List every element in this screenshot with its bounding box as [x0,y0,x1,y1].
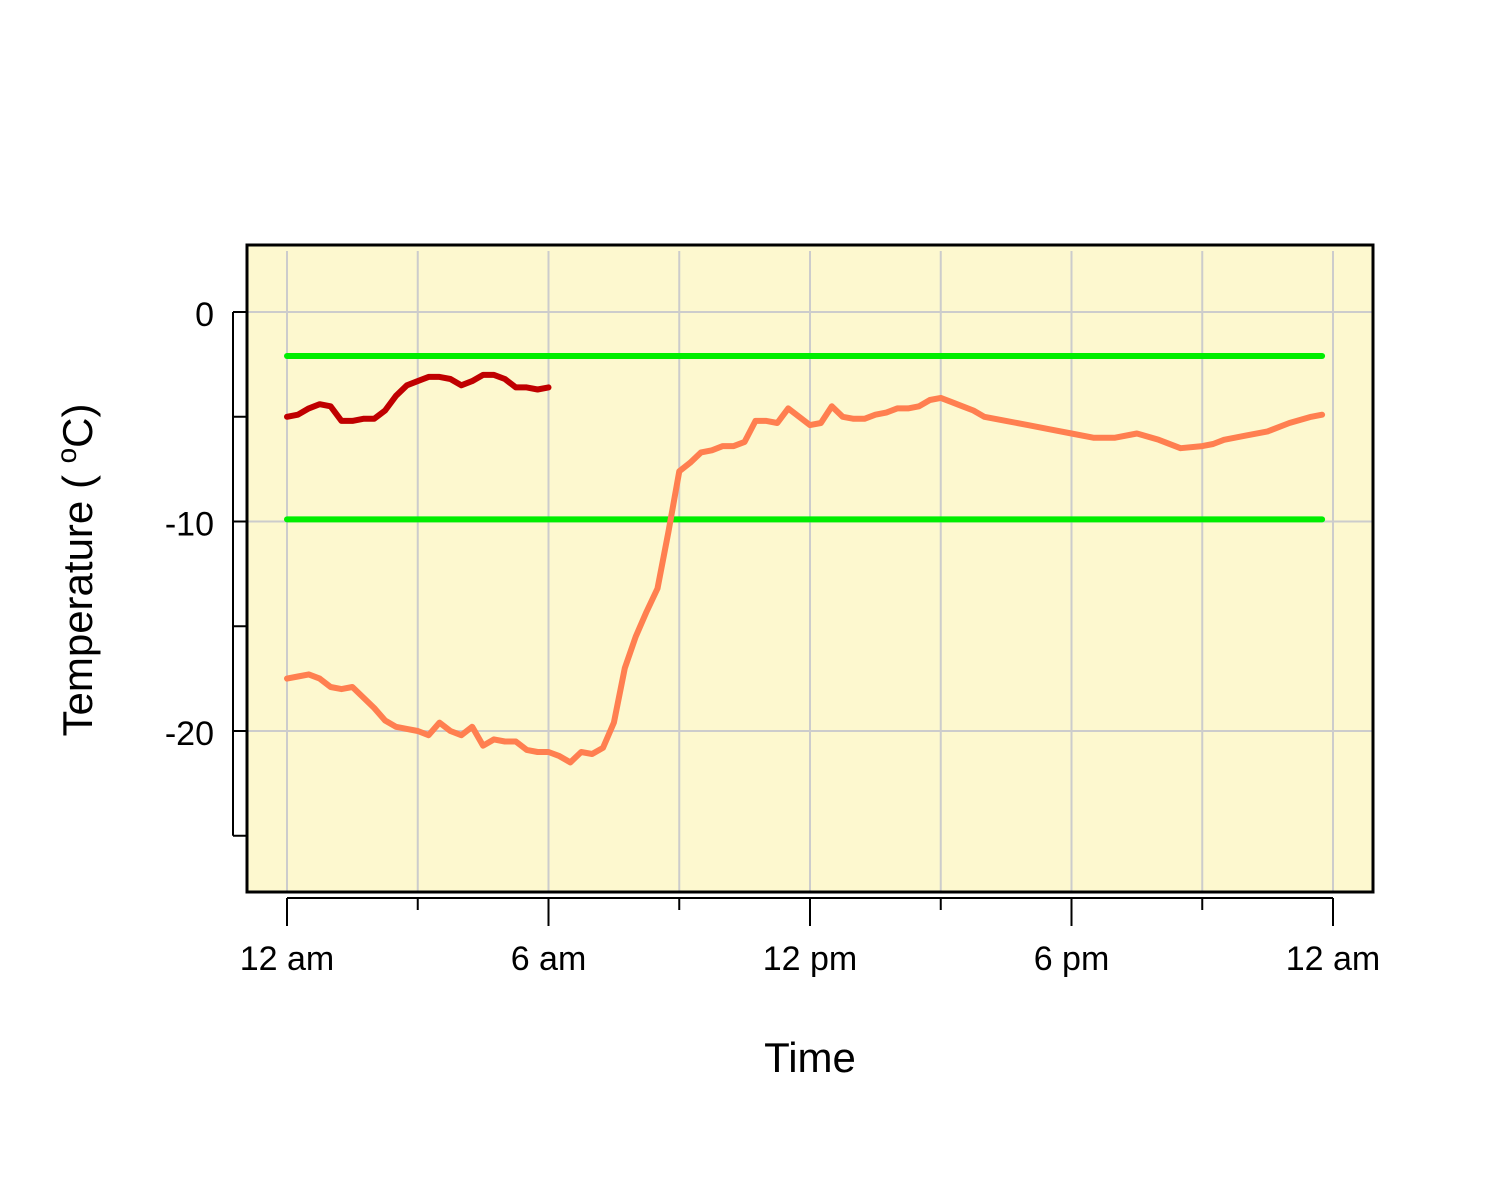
y-axis-title-unit: C) [54,403,101,447]
series-line-3 [284,371,552,424]
x-axis: 12 am 6 am 12 pm 6 pm 12 am [240,897,1381,978]
series-line-4 [284,394,1326,766]
y-axis-title: Temperature ( oC) [51,403,101,736]
y-axis-title-text: Temperature ( [54,463,101,736]
y-tick-label-0: 0 [195,296,214,334]
y-tick-label-2: -10 [165,506,214,544]
y-axis-title-degree: o [51,448,82,464]
y-axis: 0 -10 -20 [165,296,247,837]
x-tick-label-8: 12 am [1286,940,1381,978]
x-axis-title: Time [764,1034,856,1081]
x-tick-label-4: 12 pm [763,940,858,978]
y-tick-label-4: -20 [165,715,214,753]
x-tick-label-0: 12 am [240,940,335,978]
series-group [284,353,1326,766]
plot-frame [245,243,1375,894]
x-tick-label-6: 6 pm [1034,940,1110,978]
x-tick-label-2: 6 am [511,940,587,978]
